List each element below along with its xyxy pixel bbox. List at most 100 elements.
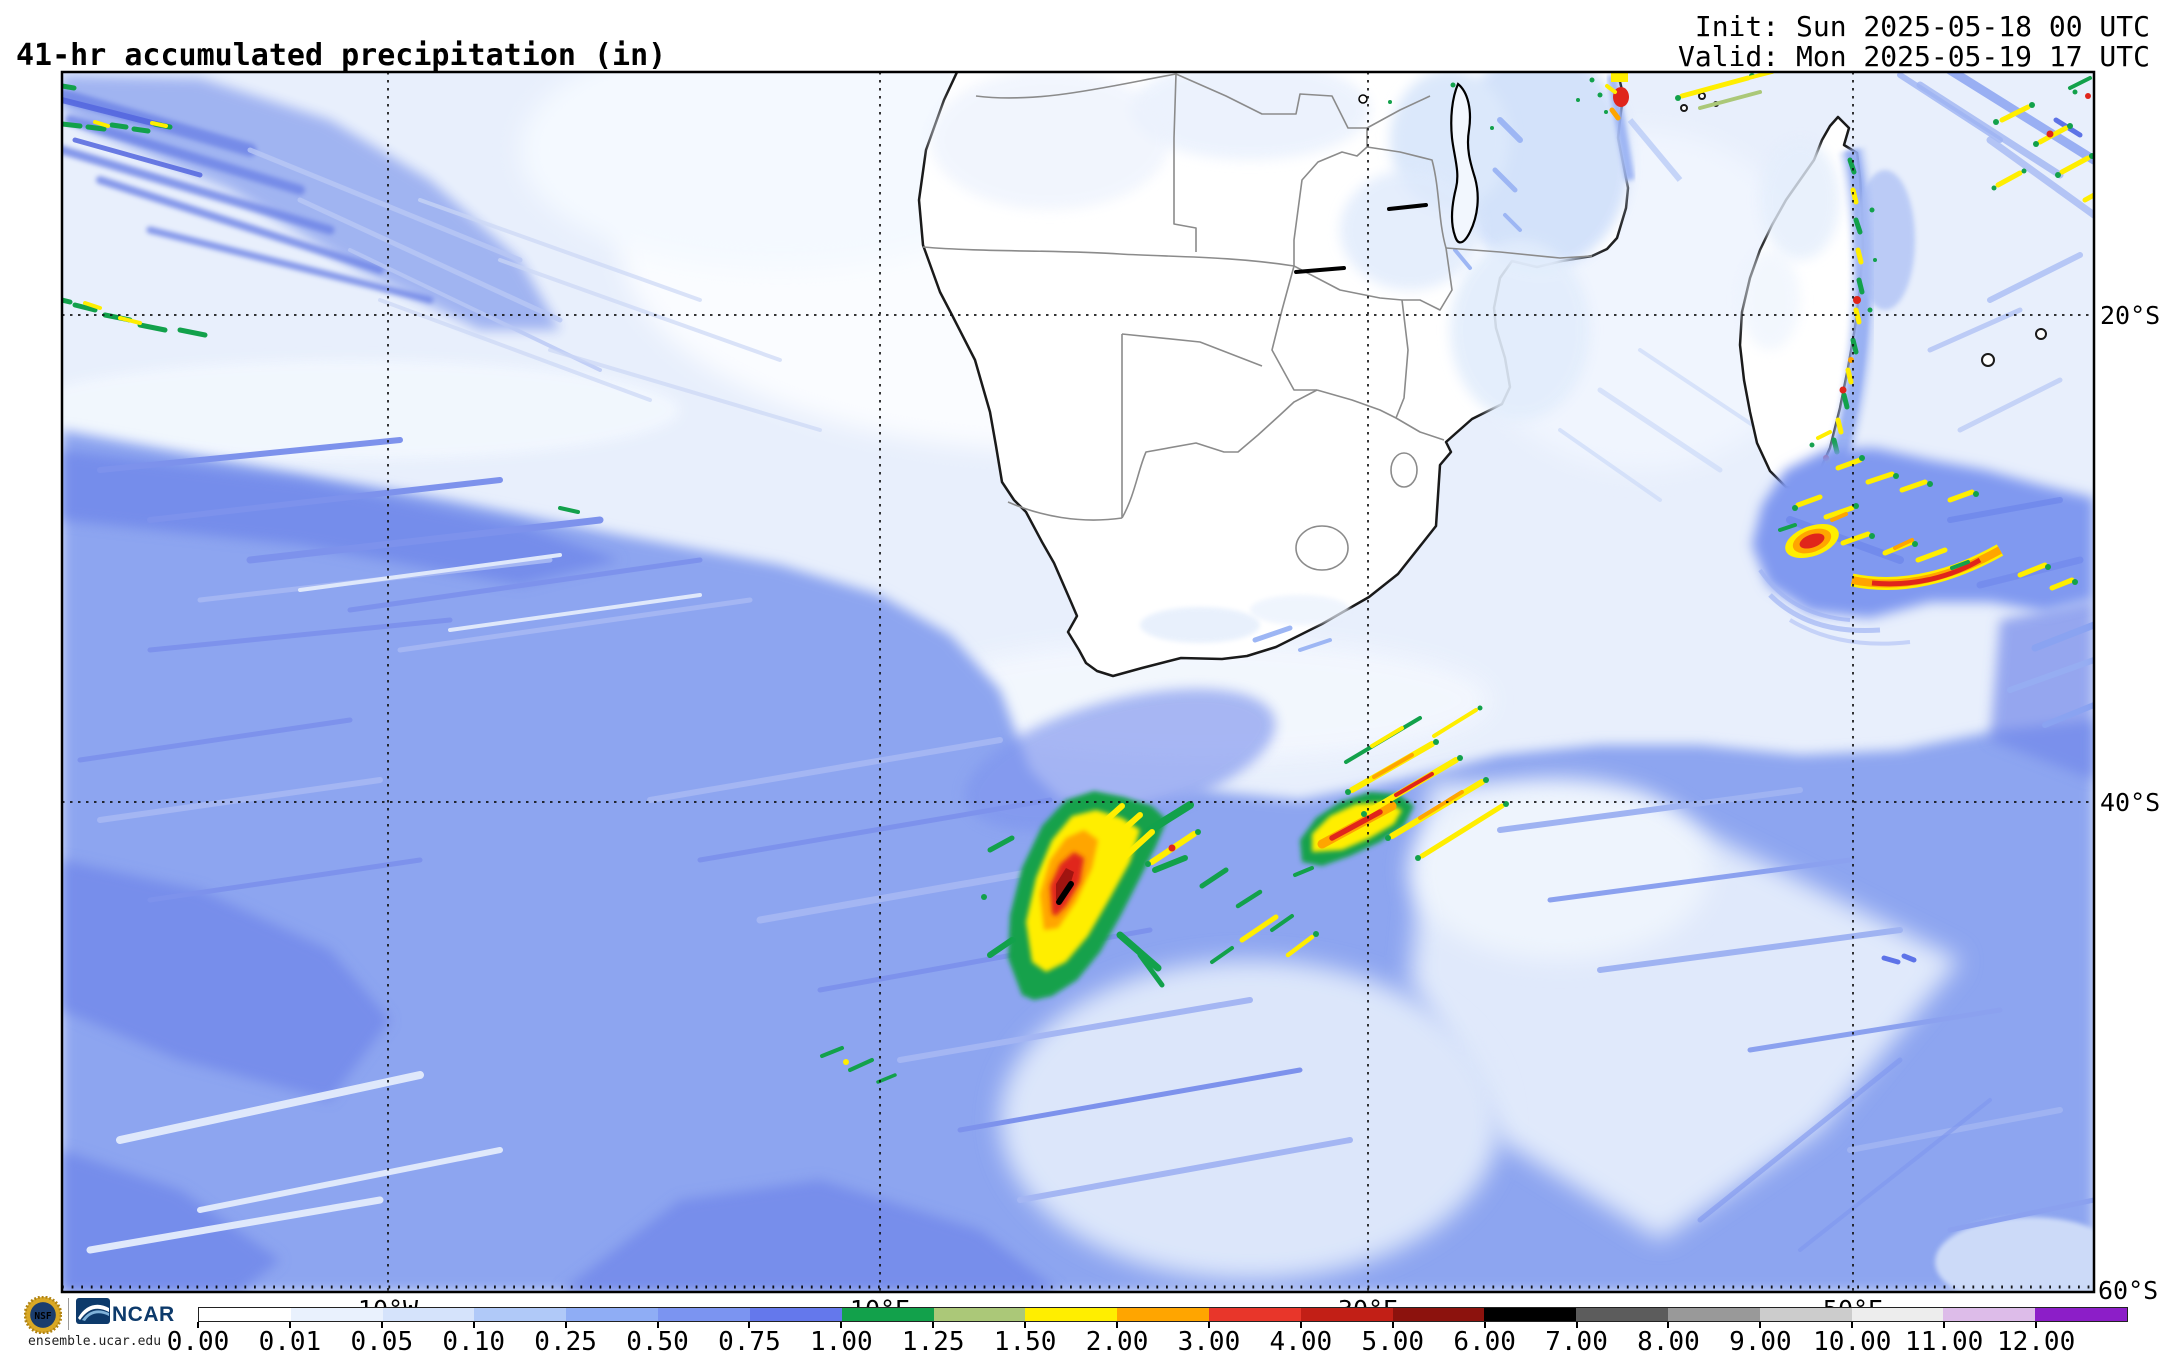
colorbar-tick-label: 0.50 — [626, 1327, 689, 1354]
right-edge-streaks — [1927, 252, 2094, 728]
colorbar-tick — [1116, 1322, 1119, 1328]
precip-colorbar — [198, 1307, 2128, 1322]
topright-corner-storms — [1675, 72, 2094, 219]
lake-malawi — [1450, 82, 1479, 244]
page-title: 41-hr accumulated precipitation (in) — [16, 38, 667, 73]
colorbar-tick-label: 0.00 — [166, 1327, 230, 1354]
colorbar-tick-label: 12.00 — [1996, 1327, 2076, 1354]
ncar-logo-mark — [76, 1298, 110, 1324]
colorbar-segment-18 — [1851, 1308, 1944, 1321]
colorbar-tick-label: 0.25 — [534, 1327, 597, 1354]
storm-specks-sw — [820, 1046, 897, 1084]
topleft-rain-band — [62, 75, 822, 432]
colorbar-tick — [288, 1322, 291, 1328]
colorbar-tick-label: 10.00 — [1813, 1327, 1892, 1354]
colorbar-segment-9 — [1025, 1308, 1118, 1321]
colorbar-tick-label: 6.00 — [1453, 1327, 1516, 1354]
colorbar-tick-label: 1.25 — [901, 1327, 965, 1354]
storm-cell-main — [981, 791, 1194, 1000]
colorbar-segment-3 — [474, 1308, 567, 1321]
colorbar-tick — [2035, 1322, 2038, 1328]
colorbar-ticks — [197, 1322, 2128, 1328]
colorbar-tick-label: 0.10 — [442, 1327, 506, 1354]
colorbar-segment-8 — [933, 1308, 1026, 1321]
colorbar-segment-1 — [290, 1308, 383, 1321]
lat-label-40s: 40°S — [2100, 788, 2160, 817]
svg-text:NSF: NSF — [34, 1311, 51, 1322]
storm-streaks-mid — [1145, 829, 1319, 964]
footer-branding: NSF NCAR ensemble.ucar.edu — [24, 1296, 204, 1350]
map-frame — [60, 70, 2096, 1294]
colorbar-tick — [1943, 1322, 1946, 1328]
lat-label-60s: 60°S — [2098, 1276, 2158, 1305]
lake-cahora-bassa — [1387, 203, 1428, 211]
colorbar-tick — [840, 1322, 843, 1328]
colorbar-tick — [564, 1322, 567, 1328]
colorbar-tick — [197, 1322, 199, 1328]
country-borders — [922, 73, 1593, 571]
colorbar-tick — [1207, 1322, 1210, 1328]
isolated-green-fleck — [558, 506, 580, 514]
colorbar-labels: 0.00 0.01 0.05 0.10 0.25 0.50 0.75 1.00 1.25 1.50… — [167, 1327, 2128, 1354]
storm-streaks-ne — [1344, 705, 1509, 861]
colorbar-tick-label: 8.00 — [1637, 1327, 1700, 1354]
colorbar-tick — [472, 1322, 475, 1328]
colorbar-tick — [748, 1322, 751, 1328]
graticule — [62, 72, 2094, 1292]
madagascar-se-storm — [1752, 448, 2094, 646]
small-islands — [1680, 92, 2047, 367]
colorbar-segment-12 — [1300, 1308, 1393, 1321]
colorbar-tick — [1575, 1322, 1578, 1328]
colorbar-tick-label: 5.00 — [1361, 1327, 1425, 1354]
ncar-logo-text: NCAR — [112, 1303, 175, 1326]
map-canvas — [62, 72, 2094, 1292]
colorbar-segment-16 — [1668, 1308, 1760, 1321]
madagascar-east-coast-band — [1775, 147, 1915, 561]
colorbar-segment-2 — [382, 1308, 475, 1321]
colorbar-tick-label: 1.50 — [993, 1327, 1057, 1354]
colorbar-tick — [656, 1322, 659, 1328]
colorbar-segment-5 — [658, 1308, 750, 1321]
colorbar-segment-6 — [749, 1308, 842, 1321]
colorbar-segment-20 — [2035, 1308, 2128, 1321]
storm-cell-east — [1293, 792, 1414, 877]
colorbar-tick — [1024, 1322, 1027, 1328]
colorbar-tick-label: 3.00 — [1177, 1327, 1241, 1354]
colorbar-tick-label: 0.05 — [350, 1327, 414, 1354]
southern-ocean-storm-complex — [558, 506, 1509, 1084]
colorbar-segment-10 — [1117, 1308, 1209, 1321]
heavier-bands — [62, 450, 2094, 1292]
colorbar-tick-label: 0.01 — [258, 1327, 322, 1354]
lat-label-20s: 20°S — [2100, 301, 2160, 330]
colorbar-tick-label: 9.00 — [1729, 1327, 1792, 1354]
colorbar-segment-0 — [199, 1308, 291, 1321]
colorbar-tick-label: 2.00 — [1085, 1327, 1149, 1354]
colorbar-segment-17 — [1759, 1308, 1852, 1321]
colorbar-tick — [380, 1322, 383, 1328]
colorbar-tick — [1391, 1322, 1394, 1328]
lake-kariba — [1294, 266, 1346, 274]
colorbar-segment-19 — [1943, 1308, 2036, 1321]
colorbar-segment-13 — [1392, 1308, 1485, 1321]
colorbar-segment-15 — [1576, 1308, 1668, 1321]
lakes — [1294, 82, 1479, 274]
colorbar-tick — [1759, 1322, 1762, 1328]
colorbar-tick — [1299, 1322, 1302, 1328]
colorbar-segment-14 — [1484, 1308, 1577, 1321]
colorbar-segment-11 — [1208, 1308, 1301, 1321]
colorbar-tick-label: 0.75 — [718, 1327, 781, 1354]
nsf-logo: NSF — [24, 1296, 62, 1334]
colorbar-tick-label: 11.00 — [1905, 1327, 1984, 1354]
lake-rukwa — [1358, 94, 1368, 104]
colorbar-tick — [932, 1322, 935, 1328]
colorbar-tick — [1667, 1322, 1670, 1328]
run-timestamps: Init: Sun 2025-05-18 00 UTC Valid: Mon 2… — [1678, 12, 2150, 72]
colorbar-tick — [1851, 1322, 1854, 1328]
valid-time: Valid: Mon 2025-05-19 17 UTC — [1677, 40, 2150, 73]
colorbar-tick — [1483, 1322, 1486, 1328]
logo-divider — [68, 1298, 69, 1330]
colorbar-tick-label: 4.00 — [1269, 1327, 1333, 1354]
colorbar-segment-4 — [566, 1308, 659, 1321]
